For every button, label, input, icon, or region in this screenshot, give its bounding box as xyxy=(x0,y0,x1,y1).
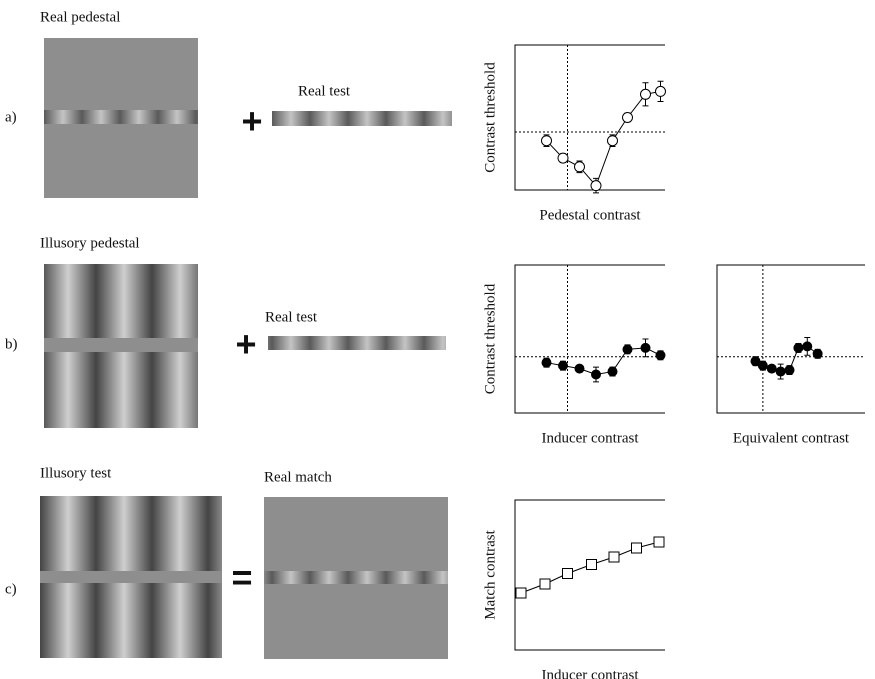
panel-label: c) xyxy=(5,581,17,597)
panel-label: b) xyxy=(5,336,18,352)
marker xyxy=(574,363,585,374)
marker xyxy=(562,568,573,579)
marker xyxy=(766,363,777,374)
marker xyxy=(558,360,568,371)
marker xyxy=(622,112,633,123)
x-axis-label: Pedestal contrast xyxy=(539,207,641,223)
marker xyxy=(590,180,602,192)
stimulus-label: Illusory test xyxy=(40,465,112,481)
grating-strip xyxy=(44,110,198,124)
marker xyxy=(557,152,569,164)
marker xyxy=(539,578,551,590)
y-axis-label: Contrast threshold xyxy=(482,62,498,173)
marker xyxy=(793,342,804,353)
marker xyxy=(784,365,795,376)
y-axis-label: Match contrast xyxy=(482,529,498,619)
marker xyxy=(631,542,642,554)
marker xyxy=(586,559,597,570)
marker xyxy=(515,587,527,599)
grating-strip xyxy=(268,336,446,350)
x-axis-label: Inducer contrast xyxy=(541,667,639,679)
marker xyxy=(607,135,618,147)
marker xyxy=(640,88,651,100)
marker xyxy=(640,342,651,353)
axis-frame xyxy=(514,44,665,191)
grating-strip xyxy=(272,111,452,126)
stimulus-label: Real test xyxy=(298,83,351,99)
axis-frame xyxy=(514,264,665,414)
marker xyxy=(775,366,786,377)
gray-strip xyxy=(40,571,222,583)
stimulus-label: Real test xyxy=(265,309,318,325)
marker xyxy=(757,360,768,371)
operator: + xyxy=(241,101,262,142)
marker xyxy=(574,161,585,173)
x-axis-label: Inducer contrast xyxy=(541,430,639,446)
grating-strip xyxy=(264,571,448,584)
stimulus-label: Illusory pedestal xyxy=(40,235,140,251)
operator: + xyxy=(235,324,256,365)
stimulus-label: Real match xyxy=(264,469,332,485)
marker xyxy=(607,366,618,377)
marker xyxy=(622,344,633,355)
axis-frame xyxy=(514,499,665,651)
marker xyxy=(802,341,813,352)
axis-frame xyxy=(716,264,865,414)
marker xyxy=(653,536,665,548)
marker xyxy=(655,85,666,97)
operator: = xyxy=(231,557,252,598)
marker xyxy=(541,357,552,368)
y-axis-label: Contrast threshold xyxy=(482,283,498,394)
gray-strip xyxy=(44,338,198,352)
marker xyxy=(812,348,823,359)
stimulus-label: Real pedestal xyxy=(40,9,120,25)
marker xyxy=(541,135,552,147)
panel-label: a) xyxy=(5,109,17,125)
stimuli xyxy=(40,38,452,659)
marker xyxy=(608,551,620,563)
x-axis-label: Equivalent contrast xyxy=(733,430,850,446)
marker xyxy=(591,369,601,380)
marker xyxy=(655,350,666,361)
